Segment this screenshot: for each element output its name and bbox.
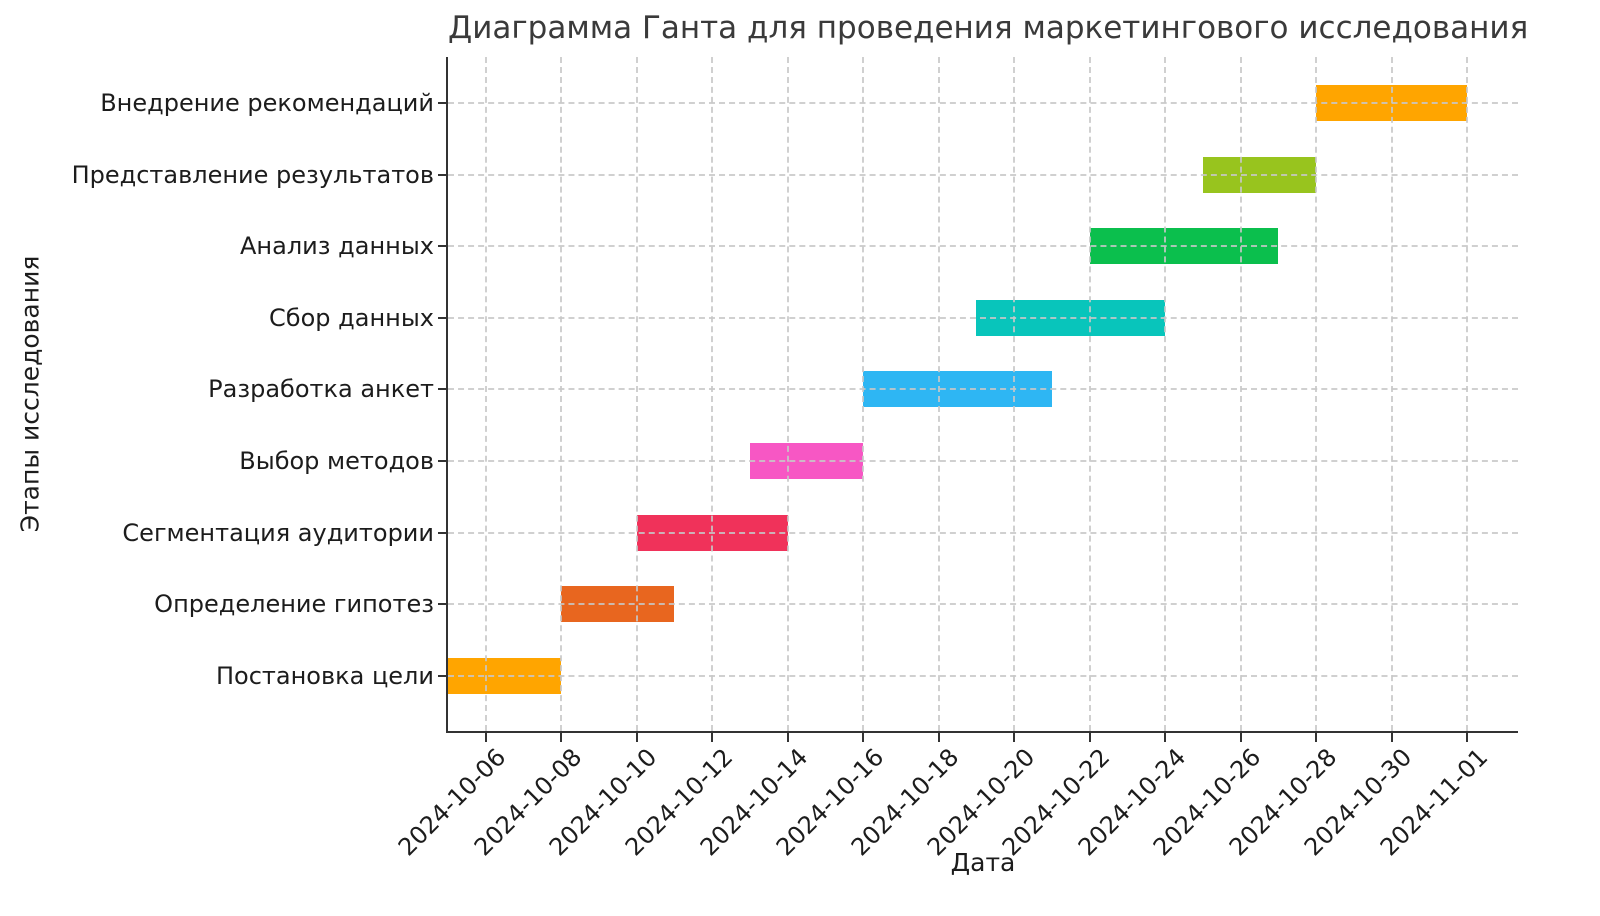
gridline-horizontal — [448, 674, 1518, 677]
x-tick-mark — [635, 733, 638, 742]
x-tick-mark — [484, 733, 487, 742]
gridline-horizontal — [448, 102, 1518, 104]
gridline-vertical — [862, 57, 865, 731]
y-tick-mark — [438, 102, 447, 104]
y-tick-mark — [438, 531, 447, 534]
x-tick-mark — [1164, 733, 1167, 742]
y-tick-mark — [438, 316, 447, 319]
x-tick-mark — [1239, 733, 1242, 742]
y-axis-title: Этапы исследования — [15, 255, 45, 533]
x-axis-title: Дата — [950, 848, 1016, 877]
x-tick-mark — [1466, 733, 1469, 742]
gridline-vertical — [1013, 57, 1016, 731]
y-axis-category-label: Анализ данных — [240, 232, 434, 261]
gridline-vertical — [1466, 57, 1469, 731]
x-axis-spine — [446, 731, 1518, 733]
gridline-horizontal — [448, 603, 1518, 606]
x-tick-mark — [711, 733, 714, 742]
plot-area — [448, 57, 1518, 731]
y-axis-category-label: Внедрение рекомендаций — [100, 89, 434, 117]
x-tick-mark — [1390, 733, 1393, 742]
y-tick-mark — [438, 245, 447, 248]
gridline-vertical — [1088, 57, 1091, 731]
y-axis-labels: Постановка цели Определение гипотез Сегмен… — [0, 57, 434, 731]
gridline-vertical — [1239, 57, 1242, 731]
y-tick-mark — [438, 173, 447, 176]
x-axis-labels: 2024-10-06 2024-10-08 2024-10-10 2024-10-12… — [393, 743, 1518, 863]
gridline-horizontal — [448, 460, 1518, 462]
gridline-horizontal — [448, 245, 1518, 248]
gridline-vertical — [560, 57, 563, 731]
gridline-horizontal — [448, 531, 1518, 534]
x-tick-mark — [1088, 733, 1091, 742]
gridline-vertical — [711, 57, 714, 731]
gridline-vertical — [1164, 57, 1167, 731]
y-axis-spine — [446, 57, 448, 733]
y-tick-mark — [438, 460, 447, 462]
x-tick-mark — [937, 733, 940, 742]
y-axis-category-label: Сбор данных — [269, 303, 434, 332]
x-tick-mark — [786, 733, 789, 742]
y-axis-category-label: Представление результатов — [71, 160, 434, 189]
gridline-vertical — [937, 57, 940, 731]
chart-title: Диаграмма Ганта для проведения маркетинг… — [448, 10, 1529, 46]
y-tick-mark — [438, 388, 447, 391]
y-tick-mark — [438, 674, 447, 677]
gridline-vertical — [1315, 57, 1318, 731]
gridline-horizontal — [448, 316, 1518, 319]
y-axis-category-label: Сегментация аудитории — [122, 518, 434, 547]
y-axis-category-label: Определение гипотез — [154, 590, 434, 619]
y-axis-category-label: Разработка анкет — [208, 375, 434, 404]
gridline-horizontal — [448, 388, 1518, 391]
x-tick-mark — [1013, 733, 1016, 742]
gridline-horizontal — [448, 173, 1518, 176]
gridline-vertical — [635, 57, 638, 731]
gridline-vertical — [484, 57, 487, 731]
x-tick-mark — [862, 733, 865, 742]
y-axis-category-label: Выбор методов — [239, 447, 434, 475]
y-tick-mark — [438, 603, 447, 606]
x-tick-mark — [560, 733, 563, 742]
gridline-vertical — [1390, 57, 1393, 731]
y-axis-category-label: Постановка цели — [215, 661, 434, 690]
gridline-vertical — [786, 57, 789, 731]
x-tick-mark — [1315, 733, 1318, 742]
